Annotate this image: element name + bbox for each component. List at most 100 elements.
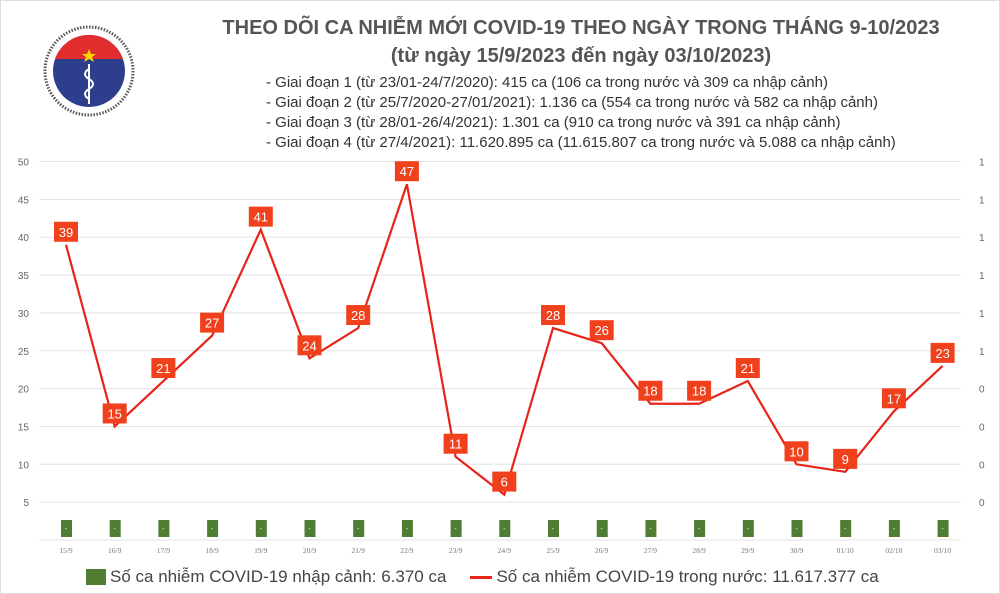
bar-label: -: [114, 526, 117, 533]
y-tick-right: 1: [979, 195, 985, 206]
y-tick-left: 30: [18, 309, 30, 320]
bar-imported: [742, 520, 754, 537]
x-tick-label: 01/10: [837, 546, 854, 555]
bar-imported: [499, 520, 511, 537]
bar-label: -: [211, 526, 214, 533]
chart-title: THEO DÕI CA NHIỄM MỚI COVID-19 THEO NGÀY…: [222, 17, 940, 39]
data-label: 21: [156, 361, 170, 376]
data-label: 24: [302, 338, 316, 353]
y-tick-right: 0: [979, 422, 985, 433]
bar-imported: [304, 520, 316, 537]
bar-label: -: [601, 526, 604, 533]
x-tick-label: 17/9: [157, 546, 171, 555]
bar-imported: [596, 520, 608, 537]
legend-item-imported: Số ca nhiễm COVID-19 nhập cảnh: 6.370 ca: [86, 567, 446, 587]
legend-swatch-bar: [86, 569, 106, 585]
bar-imported: [840, 520, 852, 537]
data-label-box: [151, 358, 176, 379]
bar-imported: [694, 520, 706, 537]
bar-imported: [548, 520, 559, 537]
bar-imported: [61, 520, 72, 537]
y-tick-left: 25: [18, 347, 30, 358]
bar-imported: [207, 520, 219, 537]
data-label-box: [443, 433, 468, 454]
data-label-box: [346, 305, 371, 326]
x-tick-label: 18/9: [205, 546, 219, 555]
legend: Số ca nhiễm COVID-19 nhập cảnh: 6.370 ca…: [86, 567, 879, 587]
bar-label: -: [454, 526, 457, 533]
x-tick-label: 02/10: [885, 546, 902, 555]
period-3: - Giai đoạn 3 (từ 28/01-26/4/2021): 1.30…: [266, 114, 841, 131]
x-tick-label: 25/9: [546, 546, 560, 555]
bar-label: -: [747, 526, 750, 533]
data-label: 28: [351, 308, 365, 323]
data-label-box: [638, 380, 663, 401]
y-tick-right: 1: [979, 271, 985, 282]
x-tick-label: 15/9: [59, 546, 73, 555]
data-label-box: [102, 403, 127, 424]
y-tick-left: 40: [18, 233, 30, 244]
data-label-box: [930, 342, 955, 363]
data-label: 18: [692, 384, 706, 399]
y-tick-right: 1: [979, 233, 985, 244]
data-label: 21: [741, 361, 755, 376]
chart-subtitle: (từ ngày 15/9/2023 đến ngày 03/10/2023): [390, 45, 772, 67]
bar-imported: [255, 520, 267, 537]
x-tick-label: 20/9: [303, 546, 317, 555]
data-label: 11: [449, 437, 463, 452]
x-tick-label: 22/9: [400, 546, 414, 555]
y-tick-right: 0: [979, 498, 985, 509]
data-label-box: [833, 448, 858, 469]
y-tick-right: 1: [979, 347, 985, 358]
bar-imported: [109, 520, 121, 537]
data-label: 23: [935, 346, 949, 361]
bar-imported: [158, 520, 170, 537]
bar-imported: [450, 520, 462, 537]
y-tick-left: 15: [18, 422, 30, 433]
data-label-box: [492, 471, 517, 492]
data-label-box: [248, 206, 273, 227]
period-4: - Giai đoạn 4 (từ 27/4/2021): 11.620.895…: [266, 134, 896, 151]
legend-label-domestic: Số ca nhiễm COVID-19 trong nước: 11.617.…: [496, 567, 879, 586]
ministry-of-health-logo: [43, 25, 135, 117]
period-1: - Giai đoạn 1 (từ 23/01-24/7/2020): 415 …: [266, 74, 828, 91]
data-label-box: [735, 358, 760, 379]
bar-imported: [353, 520, 365, 537]
x-tick-label: 24/9: [498, 546, 512, 555]
x-tick-label: 29/9: [741, 546, 755, 555]
bar-label: -: [260, 526, 263, 533]
y-tick-left: 10: [18, 460, 30, 471]
data-label-box: [297, 335, 322, 356]
bar-label: -: [698, 526, 701, 533]
y-tick-left: 20: [18, 385, 30, 396]
data-label: 27: [205, 316, 219, 331]
data-label-box: [541, 305, 565, 326]
period-summary: - Giai đoạn 1 (từ 23/01-24/7/2020): 415 …: [266, 73, 896, 153]
data-label: 17: [887, 391, 901, 406]
data-label-box: [687, 380, 712, 401]
y-tick-right: 1: [979, 309, 985, 320]
legend-label-imported: Số ca nhiễm COVID-19 nhập cảnh: 6.370 ca: [110, 567, 447, 586]
bar-imported: [888, 520, 900, 537]
y-tick-left: 5: [23, 498, 29, 509]
y-tick-right: 1: [979, 158, 985, 169]
bar-label: -: [406, 526, 409, 533]
x-tick-label: 23/9: [449, 546, 463, 555]
bar-label: -: [893, 526, 896, 533]
data-label: 28: [546, 308, 560, 323]
data-label: 39: [59, 225, 73, 240]
data-label-box: [784, 441, 809, 462]
bar-label: -: [65, 526, 68, 533]
legend-item-domestic: Số ca nhiễm COVID-19 trong nước: 11.617.…: [470, 567, 879, 587]
data-label-box: [394, 161, 419, 182]
data-label: 15: [107, 406, 121, 421]
data-label: 26: [594, 323, 608, 338]
y-tick-right: 0: [979, 460, 985, 471]
data-label: 18: [643, 384, 657, 399]
data-label: 6: [501, 475, 508, 490]
x-tick-label: 16/9: [108, 546, 122, 555]
bar-label: -: [795, 526, 798, 533]
x-tick-label: 27/9: [644, 546, 658, 555]
data-label: 9: [842, 452, 849, 467]
